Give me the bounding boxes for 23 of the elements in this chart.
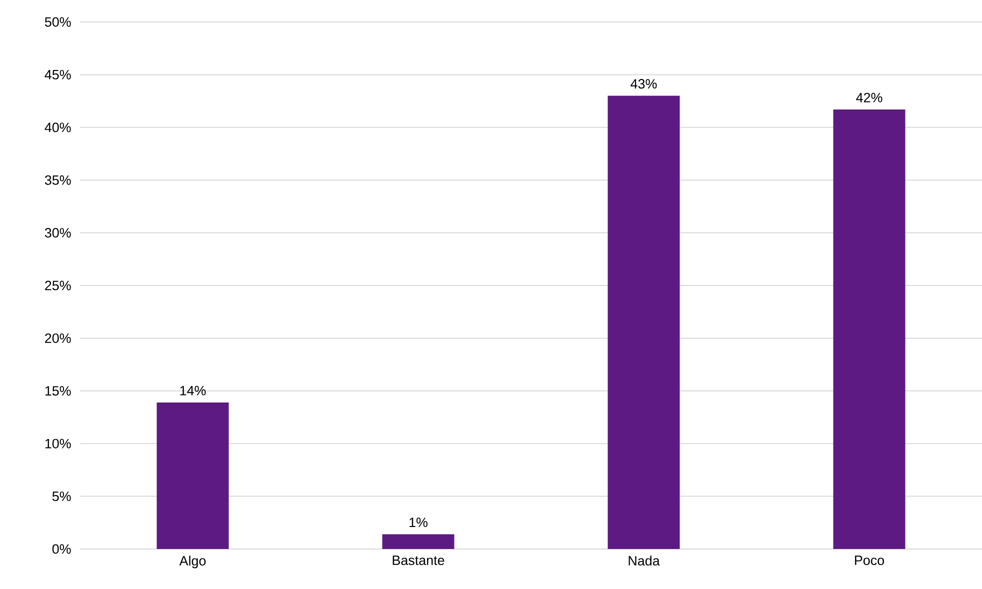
x-tick-label: Poco	[855, 556, 884, 566]
data-label: 43%	[630, 79, 657, 89]
y-tick-label: 20%	[45, 333, 71, 343]
y-tick-label: 25%	[45, 280, 71, 290]
y-tick-label: 30%	[44, 228, 71, 238]
y-tick-label: 40%	[44, 122, 71, 132]
x-tick-label: Bastante	[392, 556, 444, 566]
bar	[156, 402, 229, 549]
y-tick-label: 45%	[44, 70, 71, 80]
y-tick-label: 15%	[45, 386, 71, 396]
data-label: 14%	[180, 386, 206, 396]
y-tick-label: 10%	[45, 438, 71, 448]
y-tick-label: 0%	[52, 544, 71, 554]
bar	[382, 534, 454, 549]
data-label: 1%	[410, 518, 428, 528]
bar	[608, 96, 680, 549]
bar	[833, 109, 906, 549]
y-tick-label: 5%	[52, 492, 71, 502]
y-tick-label: 50%	[44, 17, 71, 27]
y-tick-label: 35%	[44, 175, 71, 185]
x-tick-label: Nada	[628, 556, 660, 566]
data-label: 42%	[856, 92, 882, 102]
x-tick-label: Algo	[179, 556, 206, 568]
